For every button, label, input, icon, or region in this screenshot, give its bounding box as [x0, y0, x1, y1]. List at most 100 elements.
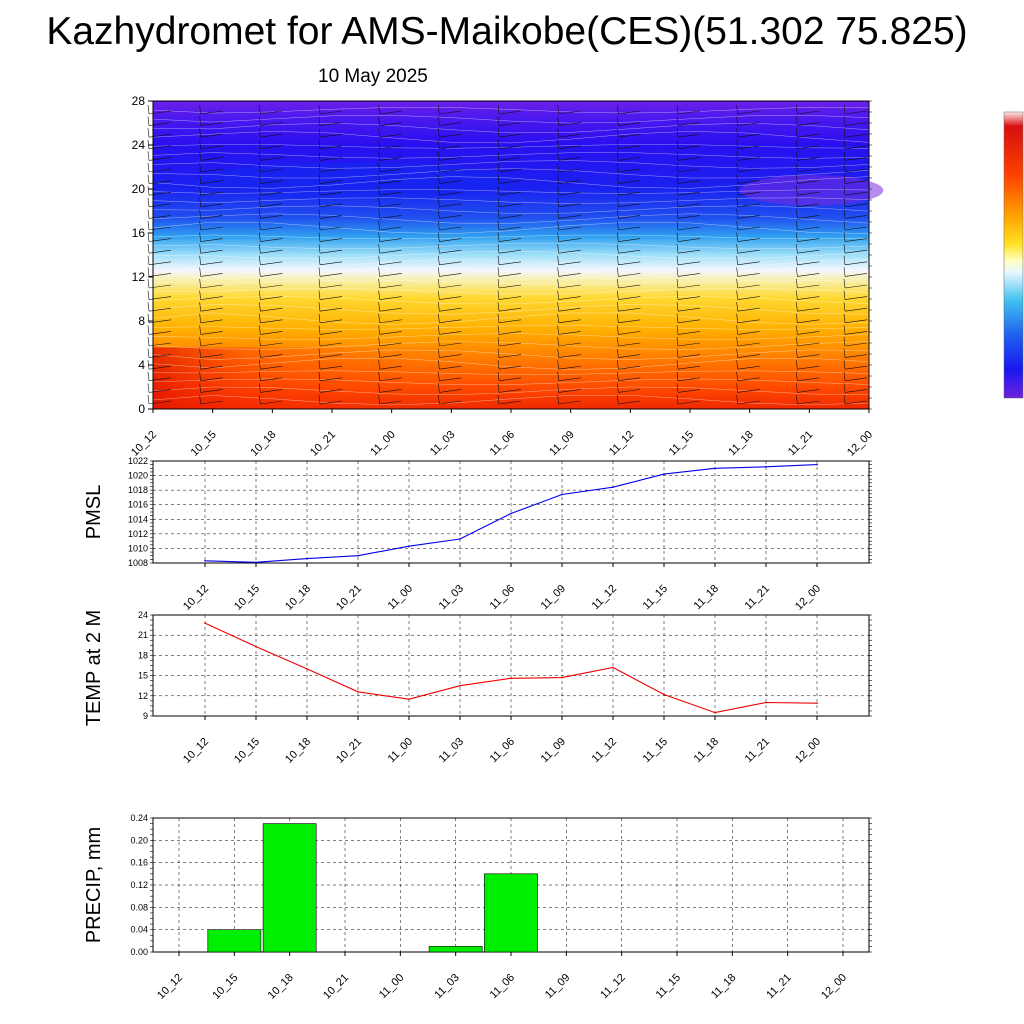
- wind-barb-flag: [796, 186, 798, 196]
- wind-barb-flag: [199, 371, 201, 381]
- wind-barb: [498, 145, 522, 150]
- wind-barb-flag: [736, 290, 738, 300]
- wind-barb: [200, 296, 223, 300]
- wind-barb-flag: [796, 394, 798, 405]
- wind-barb-flag: [676, 348, 679, 358]
- wind-barb-flag: [557, 116, 559, 126]
- wind-barb-flag: [736, 116, 738, 126]
- wind-barb-flag: [147, 383, 150, 393]
- wind-barb-flag: [438, 186, 440, 196]
- wind-barb: [498, 110, 522, 115]
- wind-barb: [737, 110, 760, 115]
- wind-barb: [797, 354, 820, 358]
- wind-barb-flag: [438, 139, 440, 149]
- wind-barb: [498, 191, 522, 196]
- wind-barb: [677, 168, 701, 173]
- wind-barb-flag: [796, 244, 798, 254]
- wind-barb-flag: [843, 116, 846, 126]
- wind-barb-flag: [199, 186, 201, 196]
- wind-barb: [737, 168, 760, 173]
- wind-barb-flag: [676, 383, 679, 393]
- wind-barb-flag: [318, 348, 321, 358]
- wind-barb-flag: [676, 267, 679, 277]
- wind-barb: [558, 122, 581, 126]
- wind-barb: [618, 284, 641, 289]
- x-tick-label: 10_21: [321, 972, 351, 1002]
- wind-barb: [558, 261, 581, 266]
- wind-barb: [737, 284, 760, 289]
- contour-line: [152, 205, 870, 214]
- wind-barb-flag: [796, 197, 798, 207]
- wind-barb-flag: [438, 313, 440, 323]
- wind-barb-flag: [736, 232, 738, 242]
- contour-line: [152, 131, 870, 144]
- wind-barb: [439, 319, 462, 324]
- wind-barb-flag: [378, 255, 380, 265]
- y-tick-label: 0: [138, 402, 145, 416]
- x-tick-label: 12_00: [793, 736, 823, 766]
- y-tick-label: 16: [132, 226, 146, 240]
- y-tick-label: 24: [138, 610, 148, 620]
- wind-barb-flag: [378, 302, 380, 312]
- wind-barb-flag: [843, 197, 846, 207]
- wind-barb-flag: [199, 336, 201, 347]
- wind-barb: [737, 319, 760, 324]
- x-tick-label: 12_00: [793, 583, 823, 613]
- wind-barb: [260, 319, 283, 324]
- wind-barb-flag: [318, 186, 321, 196]
- wind-barb: [677, 307, 701, 312]
- wind-barb-flag: [676, 255, 679, 265]
- wind-barb: [260, 110, 283, 115]
- wind-barb: [200, 157, 223, 161]
- wind-barb-flag: [796, 383, 798, 393]
- x-tick-label: 10_15: [232, 583, 262, 613]
- wind-barb: [260, 157, 283, 161]
- wind-barb: [200, 133, 223, 138]
- wind-barb-flag: [676, 186, 679, 196]
- wind-barb-flag: [796, 174, 798, 184]
- wind-barb-flag: [497, 302, 500, 312]
- wind-barb-flag: [259, 313, 261, 323]
- contour-line: [152, 122, 870, 134]
- wind-barb: [558, 377, 581, 382]
- x-tick-label: 11_06: [488, 972, 518, 1002]
- x-tick-label: 11_09: [543, 972, 573, 1002]
- wind-barb: [260, 365, 283, 370]
- y-tick-label: 9: [143, 711, 148, 721]
- wind-barb-flag: [796, 162, 798, 173]
- wind-barb-flag: [796, 104, 798, 115]
- wind-barb-flag: [147, 139, 150, 149]
- wind-barb: [200, 168, 223, 173]
- wind-barb: [737, 365, 760, 370]
- wind-barb: [677, 122, 701, 126]
- wind-barb-flag: [259, 104, 261, 115]
- wind-barb: [379, 168, 402, 173]
- wind-barb: [260, 145, 283, 150]
- precip-bar: [484, 873, 538, 953]
- wind-barb-flag: [736, 244, 738, 254]
- wind-barb-flag: [557, 255, 559, 265]
- wind-barb-flag: [259, 278, 261, 289]
- contour-line: [152, 378, 870, 385]
- wind-barb-flag: [617, 151, 619, 161]
- wind-barb: [844, 354, 868, 358]
- wind-barb-flag: [843, 186, 846, 196]
- wind-barb: [379, 296, 402, 300]
- wind-barb: [618, 365, 641, 370]
- wind-barb-flag: [147, 162, 150, 173]
- wind-barb-flag: [438, 290, 440, 300]
- contour-line: [152, 107, 870, 114]
- wind-barb-flag: [318, 336, 321, 347]
- data-point: [510, 512, 512, 515]
- wind-barb-flag: [736, 139, 738, 149]
- wind-barb: [379, 157, 402, 161]
- x-tick-label: 12_00: [819, 972, 849, 1002]
- wind-barb: [260, 331, 283, 335]
- x-tick-label: 11_12: [590, 583, 620, 613]
- wind-barb: [260, 168, 283, 173]
- contour-line: [152, 357, 870, 370]
- data-point: [714, 711, 716, 714]
- wind-barb-flag: [147, 232, 150, 242]
- wind-barb: [844, 331, 868, 335]
- wind-barb-flag: [843, 371, 846, 381]
